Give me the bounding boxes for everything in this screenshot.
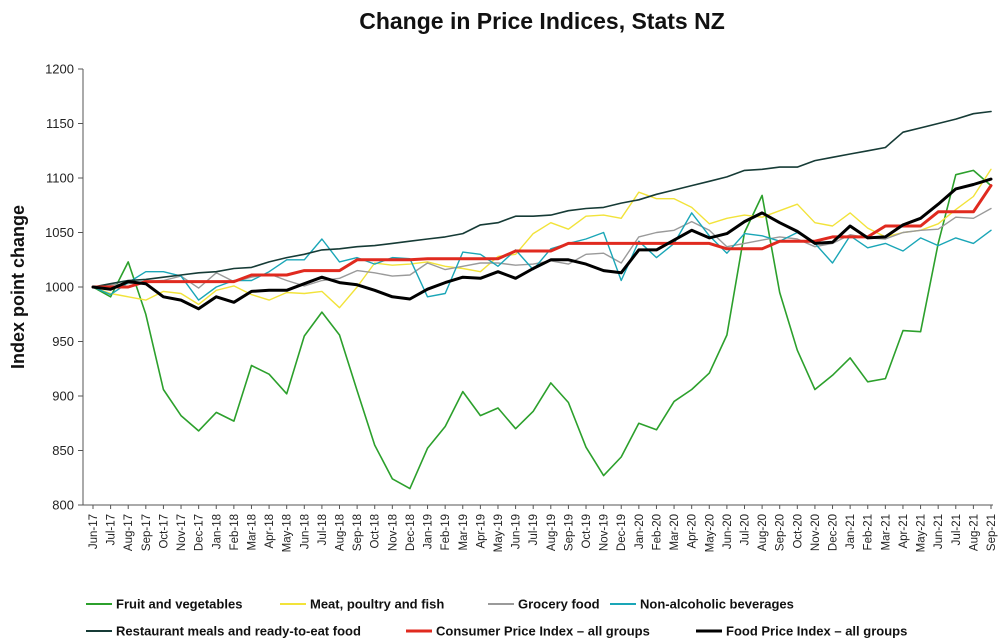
x-tick-label: Nov-20: [810, 514, 822, 551]
x-tick-label: May-21: [916, 514, 928, 552]
x-tick-label: Dec-19: [616, 514, 628, 551]
x-tick-label: Jun-20: [722, 514, 734, 549]
x-tick-label: Apr-18: [264, 514, 276, 549]
y-tick-label: 1150: [46, 116, 74, 131]
x-tick-label: Oct-18: [370, 514, 382, 549]
x-tick-label: Aug-20: [757, 514, 769, 551]
legend-label-1: Meat, poultry and fish: [310, 597, 444, 612]
x-tick-label: Nov-19: [599, 514, 611, 551]
axes: [82, 69, 993, 506]
x-tick-label: Dec-20: [828, 514, 840, 551]
x-tick-label: Feb-20: [651, 514, 663, 550]
x-tick-label: Oct-20: [792, 514, 804, 549]
x-tick-label: Jun-18: [299, 514, 311, 549]
x-tick-label: Feb-19: [440, 514, 452, 550]
x-tick-label: Sep-17: [141, 514, 153, 551]
x-tick-label: Oct-19: [581, 514, 593, 549]
x-tick-label: Apr-21: [898, 514, 910, 549]
legend-label-0: Fruit and vegetables: [116, 597, 242, 612]
x-tick-label: Nov-18: [387, 514, 399, 551]
x-tick-label: Aug-17: [123, 514, 135, 551]
x-tick-label: Jul-21: [951, 514, 963, 545]
y-tick-label: 1000: [45, 280, 74, 295]
x-tick-label: May-19: [493, 514, 505, 552]
legend-label-2: Grocery food: [518, 597, 600, 612]
x-tick-label: Jan-18: [211, 514, 223, 549]
series-line-3: [92, 212, 992, 301]
x-tick-label: Mar-18: [246, 514, 258, 550]
x-tick-label: Apr-20: [687, 514, 699, 549]
series-line-0: [92, 169, 992, 490]
x-tick-label: Sep-19: [563, 514, 575, 551]
y-tick-label: 1200: [45, 62, 74, 77]
x-tick-label: Sep-18: [352, 514, 364, 551]
x-tick-label: Jan-21: [845, 514, 857, 549]
y-tick-label: 1100: [46, 171, 74, 186]
x-tick-label: Jun-19: [511, 514, 523, 549]
legend: Fruit and vegetables Meat, poultry and fi…: [86, 597, 907, 639]
x-tick-label: Jun-17: [88, 514, 100, 549]
legend-label-6: Food Price Index – all groups: [726, 624, 907, 639]
x-tick-label: May-20: [704, 514, 716, 552]
x-tick-label: Sep-20: [775, 514, 787, 551]
y-tick-label: 850: [52, 443, 74, 458]
x-tick-label: Aug-21: [968, 514, 980, 551]
x-tick-label: Mar-21: [880, 514, 892, 550]
x-tick-label: May-18: [282, 514, 294, 552]
x-tick-label: Jul-17: [106, 514, 118, 545]
chart-title: Change in Price Indices, Stats NZ: [359, 8, 725, 34]
x-tick-label: Oct-17: [158, 514, 170, 549]
series-lines: [91, 110, 993, 490]
x-tick-label: Apr-19: [475, 514, 487, 549]
x-axis-ticks: Jun-17 Jul-17 Aug-17 Sep-17 Oct-17 Nov-17 Dec-…: [88, 505, 998, 552]
series-line-1: [92, 168, 992, 309]
x-tick-label: Aug-19: [546, 514, 558, 551]
x-tick-label: Jul-19: [528, 514, 540, 545]
legend-label-3: Non-alcoholic beverages: [640, 597, 794, 612]
x-tick-label: Mar-19: [458, 514, 470, 550]
series-line-2: [92, 207, 992, 289]
series-line-6: [91, 177, 993, 311]
x-tick-label: Jun-21: [933, 514, 945, 549]
x-tick-label: Feb-21: [863, 514, 875, 550]
x-tick-label: Jul-20: [739, 514, 751, 545]
x-tick-label: Mar-20: [669, 514, 681, 550]
x-tick-label: Aug-18: [335, 514, 347, 551]
x-tick-label: Jul-18: [317, 514, 329, 545]
y-tick-label: 1050: [45, 225, 74, 240]
x-tick-label: Jan-20: [634, 514, 646, 549]
series-line-5: [91, 184, 993, 289]
y-axis-ticks: 800 850 900 950 1000 1050 1100 1150 1200: [45, 62, 83, 513]
x-tick-label: Nov-17: [176, 514, 188, 551]
x-tick-label: Dec-18: [405, 514, 417, 551]
x-tick-label: Feb-18: [229, 514, 241, 550]
legend-label-5: Consumer Price Index – all groups: [436, 624, 650, 639]
y-tick-label: 800: [52, 498, 74, 513]
legend-label-4: Restaurant meals and ready-to-eat food: [116, 624, 361, 639]
y-tick-label: 900: [52, 389, 74, 404]
x-tick-label: Dec-17: [194, 514, 206, 551]
x-tick-label: Jan-19: [423, 514, 435, 549]
y-tick-label: 950: [52, 334, 74, 349]
y-axis-label: Index point change: [8, 205, 28, 369]
x-tick-label: Sep-21: [986, 514, 998, 551]
series-line-4: [92, 110, 992, 288]
